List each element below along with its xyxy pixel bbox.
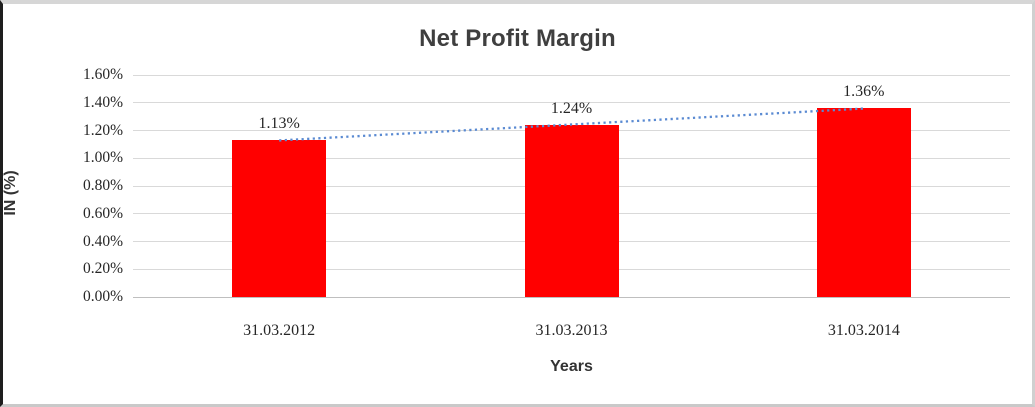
- x-tick-label: 31.03.2014: [827, 322, 900, 339]
- bar-value-label: 1.36%: [843, 83, 885, 100]
- y-tick-label: 1.00%: [82, 149, 123, 167]
- x-tick-label: 31.03.2012: [243, 322, 316, 339]
- gridline: [133, 74, 1010, 76]
- y-tick-label: 0.00%: [82, 288, 123, 305]
- y-tick-label: 1.20%: [82, 121, 123, 139]
- gridline: [133, 102, 1010, 104]
- bar: [232, 140, 326, 297]
- x-tick-label: 31.03.2013: [535, 322, 608, 339]
- bar-value-label: 1.24%: [550, 100, 593, 117]
- x-axis-title: Years: [550, 358, 593, 375]
- plot-area: 0.00% 0.20% 0.40% 0.60% 0.80% 1.00% 1.20% 1.40%…: [83, 66, 1010, 339]
- y-axis-title: IN (%): [2, 170, 19, 216]
- y-tick-label: 0.20%: [82, 260, 123, 278]
- y-tick-label: 0.40%: [82, 232, 123, 250]
- bar-value-label: 1.13%: [258, 115, 300, 132]
- y-tick-label: 0.60%: [82, 204, 123, 222]
- bar: [525, 125, 619, 297]
- bar: [817, 108, 911, 297]
- y-tick-label: 1.40%: [82, 93, 123, 111]
- x-axis-line: [133, 296, 1010, 298]
- y-tick-label: 1.60%: [82, 66, 123, 83]
- y-tick-label: 0.80%: [82, 177, 123, 194]
- chart-title: Net Profit Margin: [419, 25, 616, 52]
